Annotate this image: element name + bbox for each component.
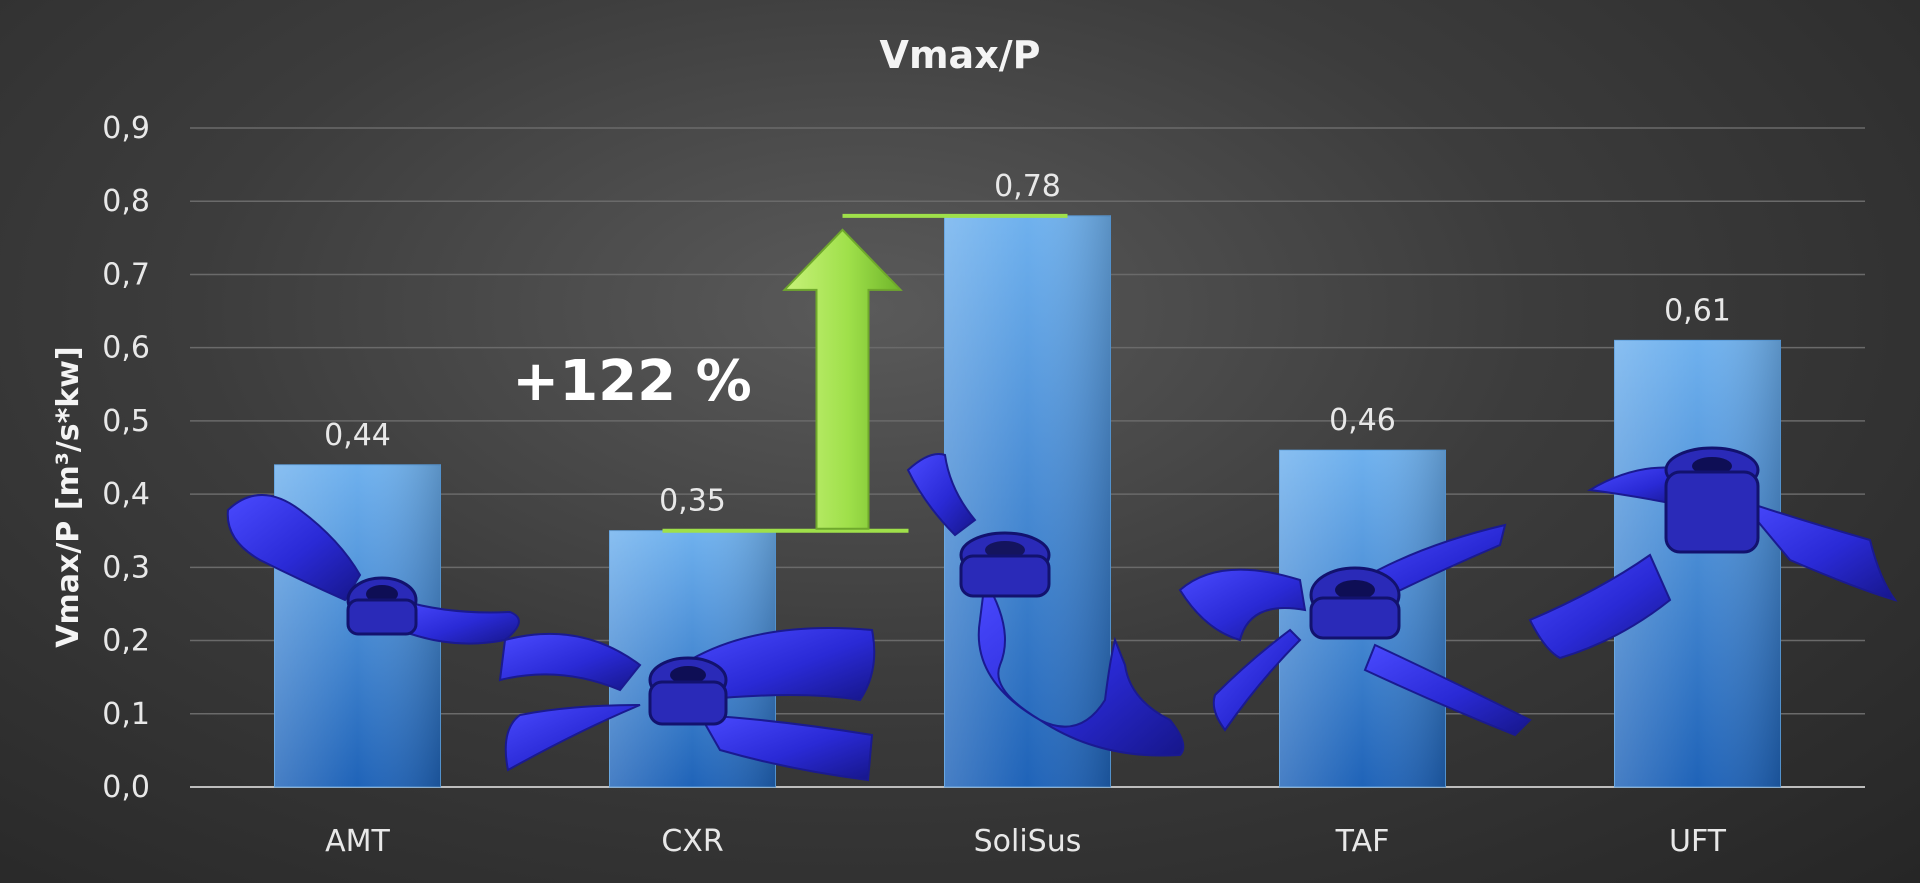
x-tick-label: CXR <box>661 824 723 859</box>
bar-shading <box>944 215 1111 787</box>
y-tick-label: 0,9 <box>102 111 150 146</box>
x-tick-label: UFT <box>1669 824 1727 859</box>
y-tick-label: 0,6 <box>102 331 150 366</box>
y-tick-label: 0,4 <box>102 477 150 512</box>
data-labels: 0,44 0,35 0,78 0,46 0,61 <box>324 169 1731 519</box>
up-arrow-icon <box>782 228 903 530</box>
y-tick-label: 0,5 <box>102 404 150 439</box>
y-tick-label: 0,7 <box>102 257 150 292</box>
y-tick-label: 0,2 <box>102 624 150 659</box>
x-tick-label: TAF <box>1335 824 1390 859</box>
impeller-taf-icon <box>1178 523 1532 737</box>
y-tick-labels: 0,0 0,1 0,2 0,3 0,4 0,5 0,6 0,7 0,8 0,9 <box>102 111 150 805</box>
chart-title: Vmax/P <box>880 33 1041 77</box>
impeller-uft-icon <box>1528 446 1898 660</box>
y-tick-label: 0,1 <box>102 697 150 732</box>
impeller-amt-icon <box>226 494 520 645</box>
comparison-annotation: +122 % <box>512 213 1068 533</box>
x-tick-label: SoliSus <box>974 824 1082 859</box>
bars <box>274 215 1781 788</box>
impeller-cxr-icon <box>498 627 876 782</box>
y-axis-label: Vmax/P [m³/s*kw] <box>51 346 86 647</box>
data-label: 0,35 <box>659 484 726 519</box>
increase-label: +122 % <box>512 349 751 414</box>
data-label: 0,46 <box>1329 403 1396 438</box>
impeller-solisus-icon <box>906 453 1185 757</box>
y-tick-label: 0,0 <box>102 770 150 805</box>
data-label: 0,61 <box>1664 293 1731 328</box>
x-tick-labels: AMT CXR SoliSus TAF UFT <box>325 824 1727 859</box>
data-label: 0,44 <box>324 418 391 453</box>
y-tick-label: 0,8 <box>102 184 150 219</box>
x-tick-label: AMT <box>325 824 390 859</box>
y-tick-label: 0,3 <box>102 550 150 585</box>
data-label: 0,78 <box>994 169 1061 204</box>
